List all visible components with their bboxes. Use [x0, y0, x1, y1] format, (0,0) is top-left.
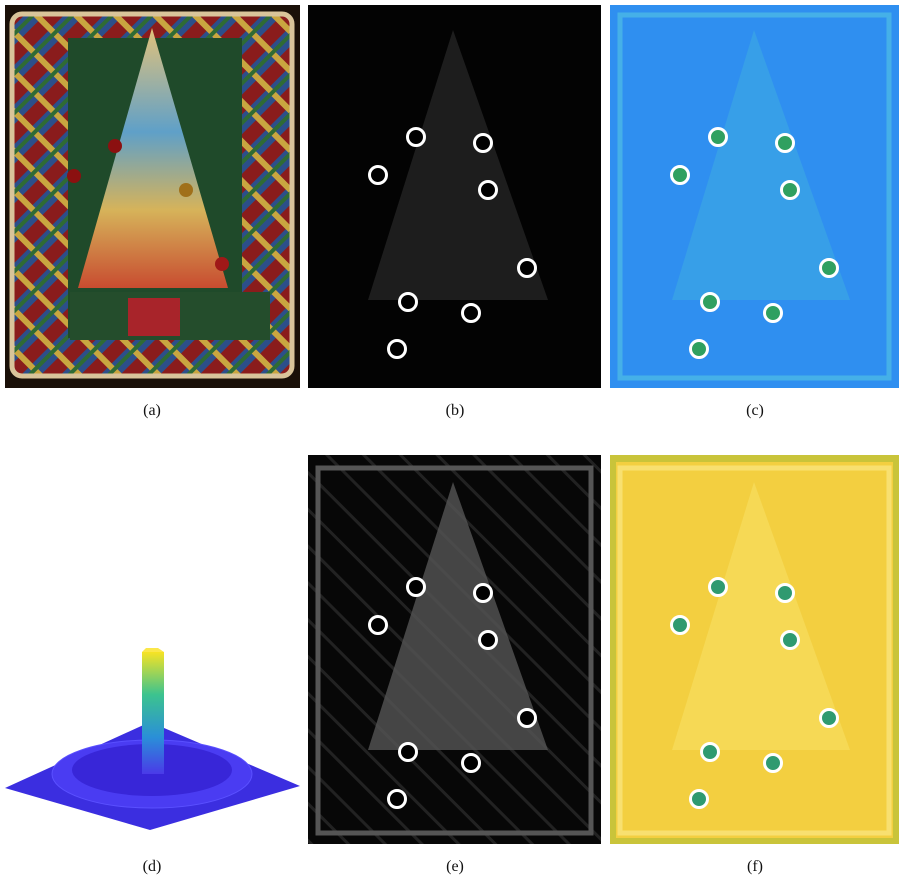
marker-ring	[775, 133, 795, 153]
marker-ring	[708, 577, 728, 597]
caption: (b)	[446, 402, 465, 419]
caption: (a)	[143, 402, 161, 419]
panel-b	[308, 5, 601, 388]
marker-ring	[689, 339, 709, 359]
caption: (c)	[746, 402, 764, 419]
panel-f	[610, 455, 899, 844]
marker-ring	[406, 127, 426, 147]
marker-ring	[387, 789, 407, 809]
marker-ring	[387, 339, 407, 359]
marker-ring	[700, 292, 720, 312]
marker-ring	[819, 258, 839, 278]
caption: (e)	[446, 858, 464, 875]
marker-ring	[517, 708, 537, 728]
marker-ring	[763, 753, 783, 773]
marker-ring	[368, 165, 388, 185]
panel-e	[308, 455, 601, 844]
marker-ring	[763, 303, 783, 323]
marker-ring	[478, 630, 498, 650]
caption: (d)	[143, 858, 162, 875]
marker-ring	[670, 165, 690, 185]
marker-ring	[478, 180, 498, 200]
marker-ring	[398, 742, 418, 762]
panel-c	[610, 5, 899, 388]
marker-ring	[708, 127, 728, 147]
marker-ring	[398, 292, 418, 312]
marker-ring	[780, 180, 800, 200]
marker-ring	[368, 615, 388, 635]
marker-ring	[461, 303, 481, 323]
marker-ring	[473, 583, 493, 603]
marker-ring	[517, 258, 537, 278]
marker-ring	[461, 753, 481, 773]
marker-ring	[780, 630, 800, 650]
marker-ring	[819, 708, 839, 728]
marker-ring	[689, 789, 709, 809]
panel-a	[5, 5, 300, 388]
marker-ring	[700, 742, 720, 762]
marker-ring	[473, 133, 493, 153]
marker-ring	[406, 577, 426, 597]
marker-ring	[670, 615, 690, 635]
panel-d	[5, 648, 300, 830]
marker-ring	[775, 583, 795, 603]
markers	[368, 127, 839, 809]
caption: (f)	[747, 858, 763, 875]
